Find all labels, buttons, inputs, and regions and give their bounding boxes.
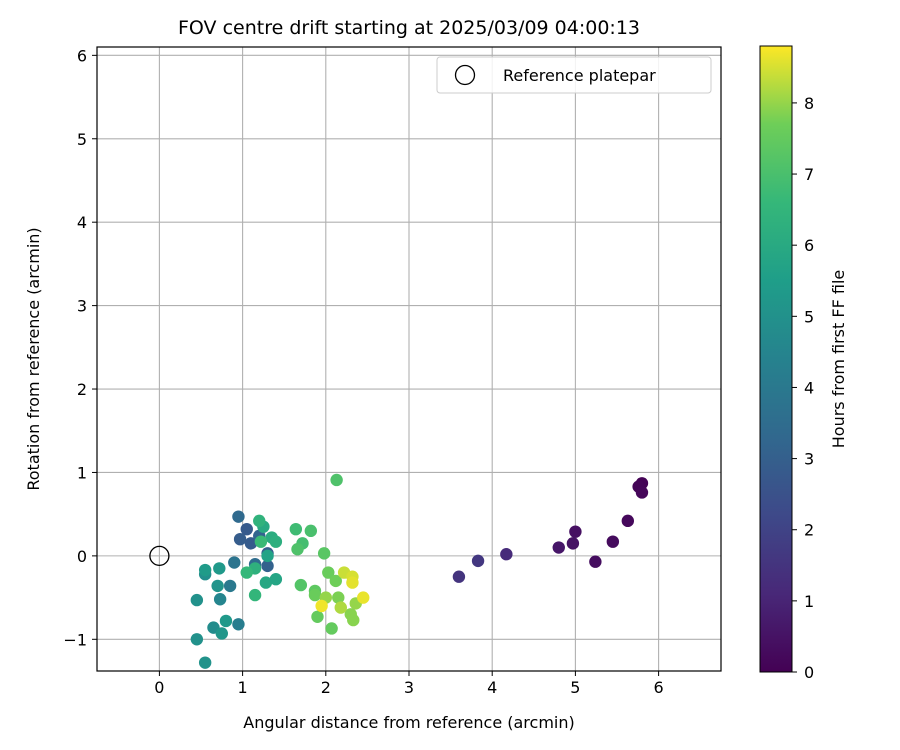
- data-point: [228, 556, 241, 569]
- data-point: [621, 514, 635, 528]
- data-point: [248, 588, 262, 602]
- colorbar-tick-label: 7: [804, 165, 814, 184]
- data-point: [347, 613, 360, 627]
- data-point: [330, 473, 343, 487]
- legend-label: Reference platepar: [503, 66, 656, 85]
- colorbar-gradient: [759, 45, 793, 673]
- x-tick-label: 4: [487, 678, 497, 697]
- data-point: [240, 522, 253, 536]
- data-point: [325, 622, 338, 635]
- data-point: [213, 593, 227, 606]
- data-point: [311, 610, 324, 623]
- colorbar-tick-label: 8: [804, 94, 814, 113]
- data-point: [233, 532, 247, 546]
- data-point: [244, 537, 258, 550]
- data-point: [308, 588, 322, 602]
- reference-marker-layer: [149, 545, 170, 567]
- x-tick-label: 6: [654, 678, 664, 697]
- data-point: [232, 618, 245, 631]
- y-tick-label: −1: [63, 630, 87, 649]
- data-point: [346, 576, 359, 589]
- legend: Reference platepar: [436, 56, 712, 94]
- y-axis-ticks: −1 0 1 2 3 4 5 6: [63, 46, 97, 649]
- data-point: [294, 578, 308, 592]
- data-points: [190, 473, 649, 669]
- data-point: [471, 554, 485, 568]
- data-point: [213, 562, 226, 575]
- data-point: [269, 535, 283, 548]
- data-point: [291, 543, 304, 556]
- data-point: [253, 514, 266, 528]
- data-point: [500, 548, 513, 561]
- x-tick-label: 1: [238, 678, 248, 697]
- colorbar-tick-label: 4: [804, 378, 814, 397]
- data-point: [552, 541, 565, 554]
- data-point: [332, 591, 345, 604]
- y-tick-label: 4: [77, 213, 87, 232]
- chart-title: FOV centre drift starting at 2025/03/09 …: [178, 17, 640, 39]
- reference-platepar-marker: [149, 545, 170, 567]
- y-tick-label: 3: [77, 297, 87, 316]
- data-point: [322, 566, 335, 579]
- data-point: [261, 549, 274, 563]
- colorbar-tick-label: 6: [804, 236, 814, 255]
- data-point: [334, 601, 347, 614]
- y-tick-label: 0: [77, 547, 87, 566]
- data-point: [211, 579, 224, 593]
- data-point: [261, 559, 274, 573]
- data-point: [589, 555, 602, 568]
- data-point: [215, 627, 228, 640]
- data-point: [223, 579, 237, 593]
- y-tick-label: 6: [77, 46, 87, 65]
- colorbar: 0 1 2 3 4 5 6 7 8 Hours from first FF file: [759, 45, 848, 682]
- y-axis-label: Rotation from reference (arcmin): [24, 227, 43, 490]
- y-tick-label: 5: [77, 130, 87, 149]
- colorbar-label: Hours from first FF file: [829, 270, 848, 449]
- legend-box: [436, 56, 712, 94]
- data-point: [190, 593, 204, 607]
- data-point: [259, 576, 273, 589]
- colorbar-tick-label: 3: [804, 450, 814, 469]
- data-point: [269, 573, 283, 586]
- data-point: [635, 486, 649, 499]
- data-point: [606, 535, 620, 548]
- x-tick-label: 2: [321, 678, 331, 697]
- data-point: [329, 574, 342, 588]
- data-point: [254, 535, 268, 548]
- colorbar-tick-label: 1: [804, 592, 814, 611]
- x-axis-label: Angular distance from reference (arcmin): [243, 713, 574, 732]
- data-point: [569, 525, 582, 538]
- data-point: [317, 547, 331, 560]
- y-tick-label: 1: [77, 463, 87, 482]
- data-point: [219, 614, 233, 628]
- legend-open-circle-marker: [454, 64, 476, 86]
- data-point: [198, 656, 212, 669]
- x-tick-label: 3: [404, 678, 414, 697]
- y-tick-label: 2: [77, 380, 87, 399]
- x-tick-label: 0: [154, 678, 164, 697]
- data-point: [289, 522, 303, 536]
- data-point: [198, 563, 212, 577]
- data-point: [190, 633, 204, 646]
- x-axis-ticks: 0 1 2 3 4 5 6: [154, 671, 664, 697]
- colorbar-tick-label: 5: [804, 307, 814, 326]
- colorbar-ticks: 0 1 2 3 4 5 6 7 8: [792, 94, 814, 682]
- grid: [97, 47, 721, 671]
- x-tick-label: 5: [570, 678, 580, 697]
- colorbar-tick-label: 2: [804, 521, 814, 540]
- data-point: [566, 537, 580, 550]
- data-point: [452, 570, 466, 583]
- data-point: [232, 510, 245, 523]
- data-point: [315, 599, 328, 613]
- data-point: [240, 566, 253, 579]
- data-point: [357, 591, 370, 604]
- data-point: [304, 524, 318, 538]
- colorbar-tick-label: 0: [804, 663, 814, 682]
